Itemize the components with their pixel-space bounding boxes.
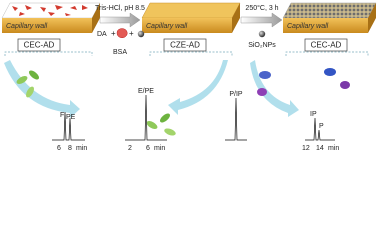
peak-label: P	[319, 123, 324, 130]
chromatogram-traces	[52, 94, 335, 141]
capillary-panel: Capillary wall CZE-AD	[141, 2, 241, 52]
column-label: CEC-AD	[24, 41, 55, 50]
analyte-icons	[16, 68, 350, 136]
capillary-panel: Capillary wall CEC-AD	[282, 2, 377, 52]
axis-label: 6	[146, 145, 150, 152]
peak-label: E/PE	[138, 88, 154, 95]
reagent: SiO₂NPs	[248, 42, 276, 49]
plus: +	[111, 29, 116, 38]
peak-label: PE	[66, 114, 76, 121]
wall-label: Capillary wall	[287, 23, 329, 30]
axis-label: 6	[57, 145, 61, 152]
peak-label: P/IP	[229, 91, 243, 98]
peak-label: IP	[310, 111, 317, 118]
axis-label: 14	[316, 145, 324, 152]
axis-label: 2	[128, 145, 132, 152]
axis-label: min	[76, 145, 87, 152]
condition: 250°C, 3 h	[245, 4, 278, 12]
diagram: Capillary wall CEC-AD Capillary wall CZE…	[1, 2, 377, 152]
protein: BSA	[113, 49, 127, 56]
column-label: CEC-AD	[311, 41, 342, 50]
plus: +	[129, 29, 134, 38]
axis-label: min	[328, 145, 339, 152]
wall-label: Capillary wall	[6, 23, 48, 30]
column-label: CZE-AD	[170, 41, 200, 50]
axis-label: min	[154, 145, 165, 152]
capillary-panel: Capillary wall CEC-AD	[1, 2, 101, 52]
wall-label: Capillary wall	[146, 23, 188, 30]
axis-label: 12	[302, 145, 310, 152]
condition: Tris-HCl, pH 8.5	[95, 5, 145, 12]
chromatogram-labels: F PE 6 8 min E/PE 2 6 min P/IP IP P 12 1…	[57, 88, 339, 152]
peak-label: F	[60, 112, 64, 119]
axis-label: 8	[68, 145, 72, 152]
step-1: Tris-HCl, pH 8.5 DA + + BSA	[95, 5, 145, 56]
step-2: 250°C, 3 h SiO₂NPs	[240, 4, 283, 49]
reagent: DA	[97, 31, 107, 38]
